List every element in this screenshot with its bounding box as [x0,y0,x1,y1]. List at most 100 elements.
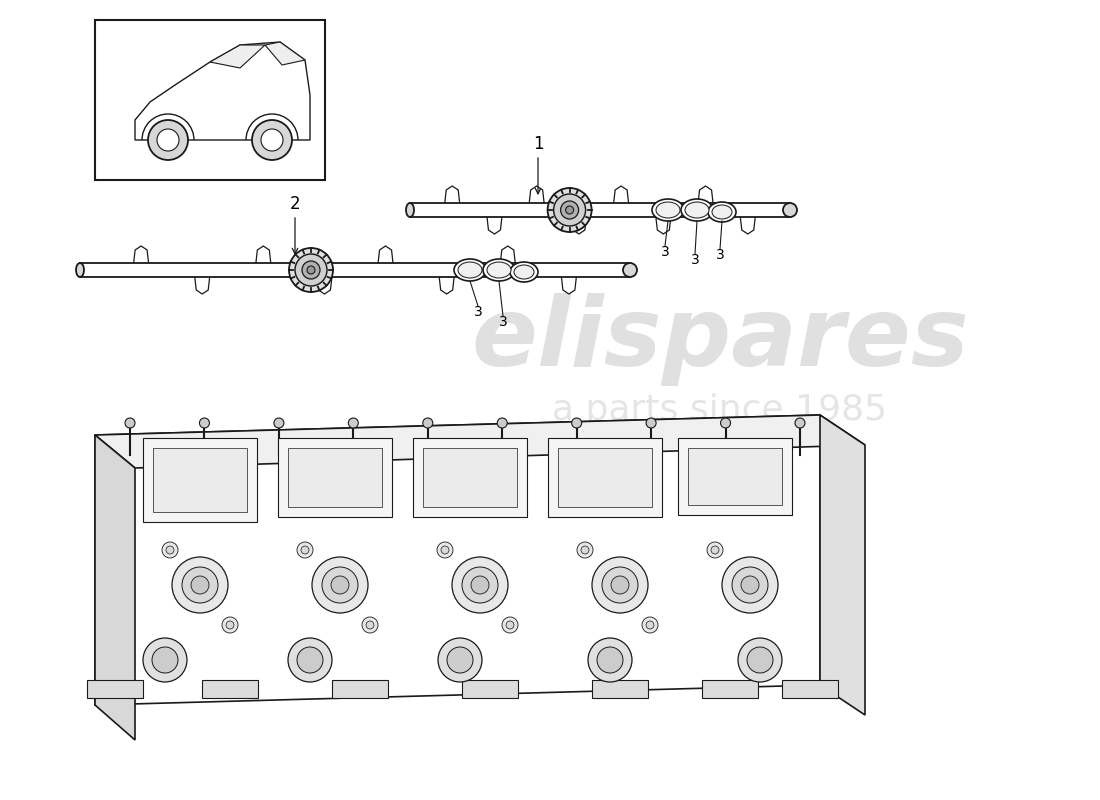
Ellipse shape [483,259,515,281]
FancyBboxPatch shape [412,438,527,517]
Circle shape [506,621,514,629]
Ellipse shape [487,262,512,278]
Circle shape [422,418,432,428]
FancyBboxPatch shape [87,680,143,698]
Circle shape [125,418,135,428]
Circle shape [152,647,178,673]
Ellipse shape [514,265,534,279]
Circle shape [148,120,188,160]
Polygon shape [499,246,516,268]
Circle shape [597,647,623,673]
Circle shape [502,617,518,633]
Text: 3: 3 [498,315,507,329]
Circle shape [497,418,507,428]
Circle shape [732,567,768,603]
Circle shape [553,194,585,226]
Circle shape [274,418,284,428]
Ellipse shape [76,263,84,277]
Circle shape [581,546,589,554]
Circle shape [322,567,358,603]
Ellipse shape [406,203,414,217]
FancyBboxPatch shape [558,448,652,507]
Polygon shape [740,212,756,234]
Circle shape [452,557,508,613]
Polygon shape [486,212,503,234]
Text: 3: 3 [661,245,670,259]
Circle shape [741,576,759,594]
Circle shape [172,557,228,613]
Circle shape [438,638,482,682]
FancyBboxPatch shape [462,680,518,698]
FancyBboxPatch shape [95,20,324,180]
Ellipse shape [623,263,637,277]
Ellipse shape [652,199,684,221]
Polygon shape [95,435,135,740]
Circle shape [707,542,723,558]
Circle shape [602,567,638,603]
Circle shape [722,557,778,613]
Ellipse shape [712,205,732,219]
Circle shape [711,546,719,554]
Text: 3: 3 [474,305,483,319]
Circle shape [565,206,573,214]
FancyBboxPatch shape [424,448,517,507]
Circle shape [162,542,178,558]
Circle shape [471,576,490,594]
Circle shape [441,546,449,554]
Circle shape [191,576,209,594]
Circle shape [295,254,327,286]
Circle shape [561,201,579,219]
Circle shape [747,647,773,673]
Circle shape [447,647,473,673]
Text: 3: 3 [691,253,700,267]
Circle shape [312,557,368,613]
FancyBboxPatch shape [80,263,630,277]
Polygon shape [195,272,210,294]
Circle shape [592,557,648,613]
FancyBboxPatch shape [548,438,662,517]
Polygon shape [820,415,865,715]
FancyBboxPatch shape [688,448,782,505]
Circle shape [462,567,498,603]
Circle shape [548,188,592,232]
FancyBboxPatch shape [202,680,258,698]
Polygon shape [439,272,454,294]
FancyBboxPatch shape [153,448,248,512]
Circle shape [199,418,209,428]
FancyBboxPatch shape [410,203,790,217]
Polygon shape [561,272,576,294]
Circle shape [437,542,453,558]
FancyBboxPatch shape [592,680,648,698]
Text: 1: 1 [532,135,543,153]
Circle shape [288,638,332,682]
Circle shape [226,621,234,629]
Ellipse shape [458,262,482,278]
Circle shape [362,617,378,633]
Text: 2: 2 [289,195,300,213]
Ellipse shape [783,203,798,217]
Circle shape [297,647,323,673]
Polygon shape [255,246,272,268]
Circle shape [795,418,805,428]
Circle shape [222,617,238,633]
Ellipse shape [708,202,736,222]
Circle shape [301,546,309,554]
Polygon shape [571,212,587,234]
FancyBboxPatch shape [678,438,792,515]
Circle shape [252,120,292,160]
Circle shape [297,542,313,558]
FancyBboxPatch shape [278,438,392,517]
Circle shape [166,546,174,554]
FancyBboxPatch shape [332,680,388,698]
Polygon shape [529,186,544,208]
Polygon shape [697,186,714,208]
Circle shape [349,418,359,428]
Circle shape [572,418,582,428]
Text: elispares: elispares [471,294,969,386]
Ellipse shape [454,259,486,281]
Circle shape [331,576,349,594]
Circle shape [182,567,218,603]
Text: 3: 3 [716,248,725,262]
Circle shape [307,266,315,274]
Circle shape [289,248,333,292]
